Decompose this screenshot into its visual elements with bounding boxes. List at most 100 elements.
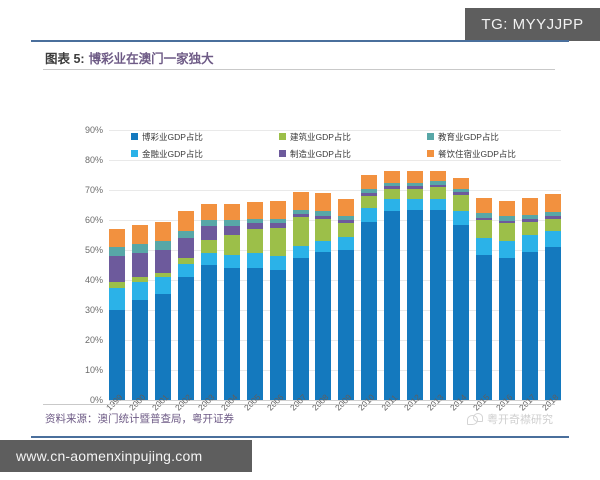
bar-segment [453, 224, 470, 400]
bar-column[interactable] [521, 130, 538, 400]
bar-column[interactable] [453, 130, 470, 400]
bar-column[interactable] [361, 130, 378, 400]
bar-segment [384, 170, 401, 183]
bar-segment [109, 247, 125, 256]
bar-segment [476, 220, 492, 238]
bar-column[interactable] [407, 130, 424, 400]
bar-segment [109, 281, 125, 288]
grid-line [109, 310, 561, 311]
bar-segment [430, 170, 447, 182]
bar-column[interactable] [544, 130, 561, 400]
bar-segment [109, 229, 125, 247]
bar-column[interactable] [315, 130, 332, 400]
bar-segment [361, 175, 378, 189]
bar-segment [177, 238, 194, 258]
bar-column[interactable] [498, 130, 515, 400]
chart-card: 图表 5: 博彩业在澳门一家独大 博彩业GDP占比 建筑业GDP占比 教育业GDP占… [31, 40, 569, 438]
bar-segment [246, 218, 263, 223]
bar-segment [498, 201, 515, 217]
legend-item[interactable]: 餐饮住宿业GDP占比 [427, 145, 561, 162]
bar-segment [544, 216, 561, 219]
bar-segment [131, 299, 148, 400]
bar-column[interactable] [476, 130, 492, 400]
bar-segment [453, 188, 470, 193]
chart-title-label: 图表 5: [45, 52, 85, 66]
bar-group [109, 130, 561, 400]
brand-watermark: 粤开奇襟研究 [467, 411, 553, 427]
bar-segment [177, 257, 194, 264]
bar-segment [292, 191, 309, 210]
legend-item[interactable]: 建筑业GDP占比 [279, 128, 427, 145]
bar-column[interactable] [154, 130, 171, 400]
bar-segment [269, 200, 286, 219]
bar-segment [498, 216, 515, 221]
url-watermark-bar: www.cn-aomenxinpujing.com [0, 440, 252, 472]
grid-line [109, 220, 561, 221]
bar-segment [200, 220, 217, 226]
bar-segment [131, 253, 148, 277]
y-axis-tick-label: 50% [84, 245, 103, 255]
y-axis-tick-label: 90% [84, 125, 103, 135]
bar-segment [246, 223, 263, 229]
bar-segment [453, 194, 470, 211]
bar-column[interactable] [430, 130, 447, 400]
bar-segment [544, 211, 561, 217]
bar-column[interactable] [200, 130, 217, 400]
legend-item[interactable]: 博彩业GDP占比 [131, 128, 279, 145]
legend-swatch-icon [131, 133, 138, 140]
legend-item[interactable]: 金融业GDP占比 [131, 145, 279, 162]
bar-column[interactable] [292, 130, 309, 400]
bar-segment [269, 218, 286, 223]
bar-segment [384, 182, 401, 187]
bar-column[interactable] [384, 130, 401, 400]
bar-segment [453, 211, 470, 225]
bar-segment [498, 220, 515, 223]
title-divider [43, 69, 555, 70]
bar-segment [315, 251, 332, 400]
bar-segment [407, 209, 424, 400]
bar-segment [131, 244, 148, 253]
legend-item[interactable]: 制造业GDP占比 [279, 145, 427, 162]
bar-segment [246, 268, 263, 400]
bar-column[interactable] [223, 130, 240, 400]
bar-segment [292, 245, 309, 258]
bar-segment [544, 230, 561, 247]
y-axis-tick-label: 70% [84, 185, 103, 195]
bar-segment [315, 215, 332, 219]
legend-label: 教育业GDP占比 [438, 131, 499, 142]
bar-column[interactable] [109, 130, 125, 400]
bar-segment [154, 293, 171, 400]
bar-segment [154, 250, 171, 273]
bar-segment [544, 218, 561, 231]
bar-segment [200, 265, 217, 400]
bar-segment [521, 214, 538, 220]
bar-column[interactable] [269, 130, 286, 400]
bar-segment [476, 254, 492, 400]
bar-segment [430, 199, 447, 210]
grid-line [109, 280, 561, 281]
legend-label: 餐饮住宿业GDP占比 [438, 148, 516, 159]
bar-segment [521, 235, 538, 252]
bar-segment [361, 193, 378, 196]
bar-segment [453, 178, 470, 189]
bar-column[interactable] [131, 130, 148, 400]
y-axis-tick-label: 10% [84, 365, 103, 375]
bar-column[interactable] [338, 130, 355, 400]
bar-segment [384, 188, 401, 199]
bar-segment [292, 209, 309, 214]
bar-segment [109, 287, 125, 310]
bar-column[interactable] [177, 130, 194, 400]
legend-swatch-icon [427, 150, 434, 157]
legend-swatch-icon [279, 133, 286, 140]
grid-line [109, 370, 561, 371]
bar-segment [384, 211, 401, 400]
bar-segment [338, 250, 355, 400]
x-axis-line [109, 400, 561, 401]
bar-segment [476, 198, 492, 214]
bar-column[interactable] [246, 130, 263, 400]
bar-segment [223, 268, 240, 400]
bar-segment [407, 186, 424, 189]
legend-item[interactable]: 教育业GDP占比 [427, 128, 561, 145]
bar-segment [200, 226, 217, 240]
bar-segment [521, 221, 538, 235]
